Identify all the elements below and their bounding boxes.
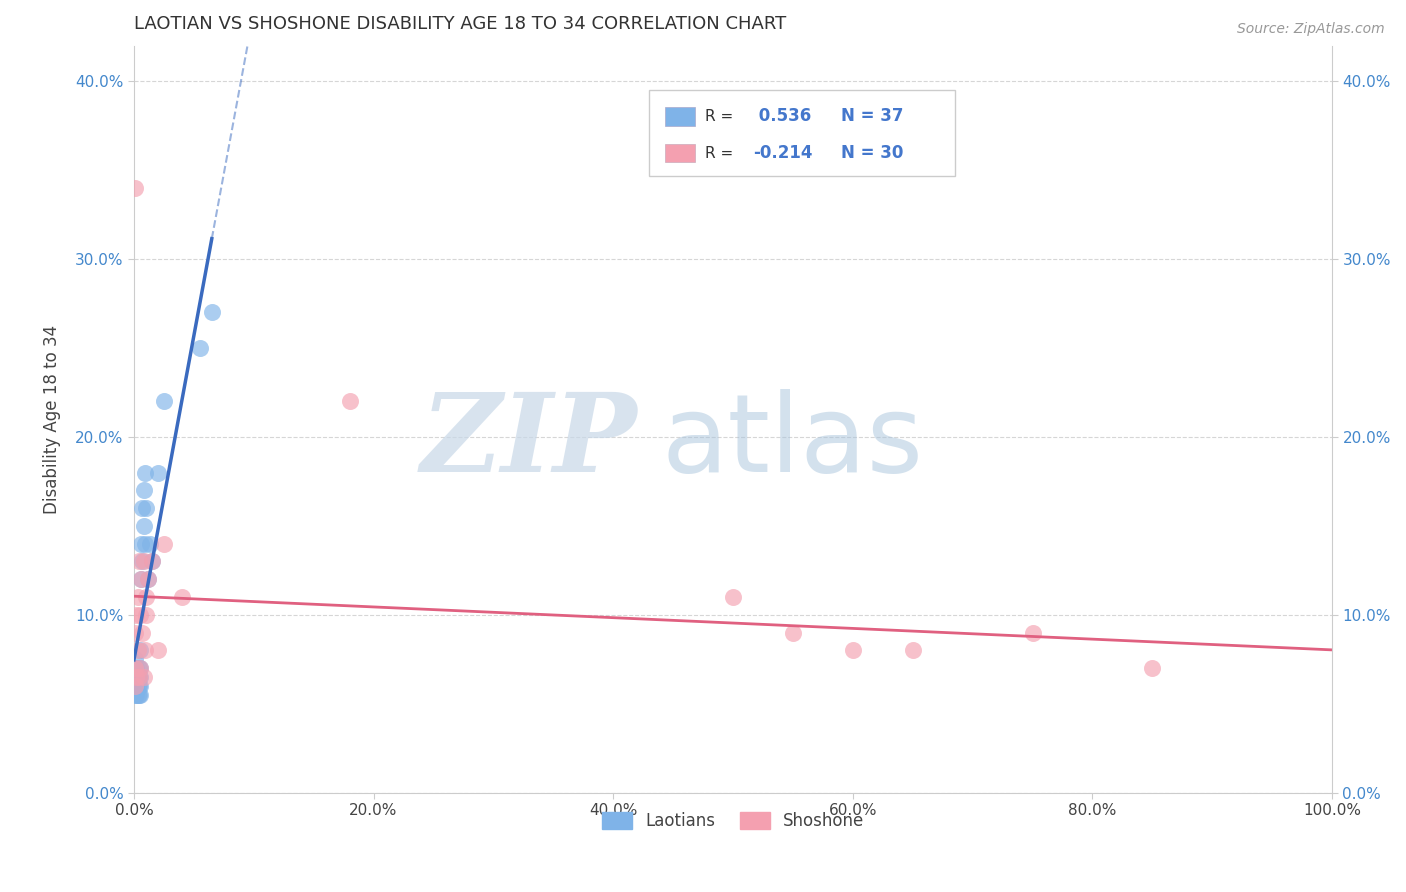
Point bbox=[135, 607, 157, 622]
Point bbox=[129, 688, 152, 702]
Point bbox=[128, 670, 150, 684]
Point bbox=[124, 670, 146, 684]
Point bbox=[136, 572, 159, 586]
Text: ZIP: ZIP bbox=[420, 388, 637, 495]
Point bbox=[129, 661, 152, 675]
Point bbox=[201, 305, 224, 319]
FancyBboxPatch shape bbox=[650, 90, 955, 177]
Point bbox=[127, 643, 149, 657]
Point bbox=[129, 536, 152, 550]
Point bbox=[132, 519, 155, 533]
Point bbox=[127, 679, 149, 693]
Legend: Laotians, Shoshone: Laotians, Shoshone bbox=[595, 805, 872, 837]
Point bbox=[134, 643, 156, 657]
Text: Source: ZipAtlas.com: Source: ZipAtlas.com bbox=[1237, 22, 1385, 37]
Point bbox=[136, 572, 159, 586]
Text: R =: R = bbox=[706, 145, 734, 161]
Point bbox=[124, 652, 146, 666]
Point bbox=[127, 688, 149, 702]
Point bbox=[188, 341, 211, 355]
Point bbox=[124, 679, 146, 693]
Bar bbox=[665, 144, 695, 162]
Point bbox=[128, 688, 150, 702]
Point bbox=[125, 688, 148, 702]
Point bbox=[132, 554, 155, 568]
Point bbox=[129, 670, 152, 684]
Point bbox=[124, 661, 146, 675]
Point bbox=[125, 670, 148, 684]
Point bbox=[141, 554, 163, 568]
Point bbox=[128, 554, 150, 568]
Point bbox=[129, 572, 152, 586]
Point bbox=[132, 483, 155, 498]
Text: N = 37: N = 37 bbox=[841, 107, 903, 125]
Point bbox=[124, 625, 146, 640]
Point bbox=[782, 625, 804, 640]
Point bbox=[138, 536, 160, 550]
Text: N = 30: N = 30 bbox=[841, 144, 903, 162]
Point bbox=[128, 670, 150, 684]
Point bbox=[141, 554, 163, 568]
Point bbox=[134, 536, 156, 550]
Bar bbox=[665, 107, 695, 126]
Point bbox=[127, 590, 149, 604]
Point bbox=[129, 572, 152, 586]
Text: 0.536: 0.536 bbox=[754, 107, 811, 125]
Point bbox=[1142, 661, 1164, 675]
Point bbox=[132, 670, 155, 684]
Point bbox=[128, 661, 150, 675]
Point bbox=[153, 394, 176, 409]
Point bbox=[131, 501, 153, 516]
Point bbox=[153, 536, 176, 550]
Point bbox=[131, 554, 153, 568]
Point bbox=[146, 466, 169, 480]
Text: R =: R = bbox=[706, 109, 734, 124]
Point bbox=[124, 181, 146, 195]
Point bbox=[170, 590, 193, 604]
Point bbox=[125, 670, 148, 684]
Point bbox=[135, 590, 157, 604]
Point bbox=[125, 679, 148, 693]
Point bbox=[129, 661, 152, 675]
Text: atlas: atlas bbox=[661, 389, 924, 494]
Point bbox=[721, 590, 744, 604]
Point bbox=[129, 607, 152, 622]
Point bbox=[1021, 625, 1043, 640]
Point bbox=[125, 661, 148, 675]
Point bbox=[124, 688, 146, 702]
Point bbox=[146, 643, 169, 657]
Point bbox=[339, 394, 361, 409]
Point bbox=[135, 501, 157, 516]
Point bbox=[128, 679, 150, 693]
Point bbox=[129, 679, 152, 693]
Text: -0.214: -0.214 bbox=[754, 144, 813, 162]
Text: LAOTIAN VS SHOSHONE DISABILITY AGE 18 TO 34 CORRELATION CHART: LAOTIAN VS SHOSHONE DISABILITY AGE 18 TO… bbox=[134, 15, 786, 33]
Point bbox=[129, 643, 152, 657]
Point bbox=[124, 661, 146, 675]
Point bbox=[127, 670, 149, 684]
Point bbox=[131, 625, 153, 640]
Point bbox=[124, 679, 146, 693]
Y-axis label: Disability Age 18 to 34: Disability Age 18 to 34 bbox=[44, 325, 60, 514]
Point bbox=[842, 643, 865, 657]
Point bbox=[134, 466, 156, 480]
Point bbox=[901, 643, 924, 657]
Point bbox=[125, 607, 148, 622]
